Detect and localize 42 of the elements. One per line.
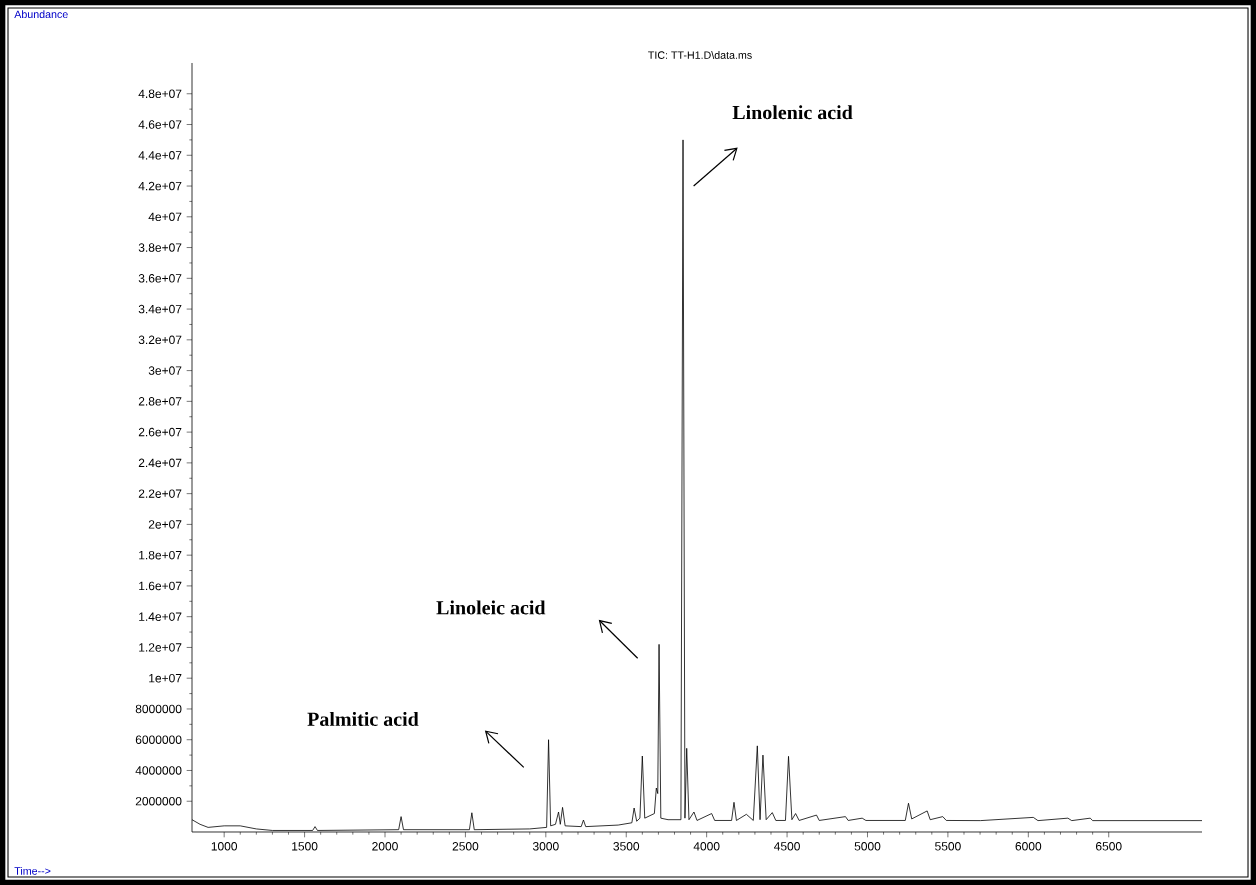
text: Abundance <box>14 10 68 19</box>
y-tick-label: 3.2e+07 <box>138 335 182 345</box>
x-tick-label: 3000 <box>532 842 559 851</box>
x-tick-label: 3500 <box>613 842 640 851</box>
x-tick-label: 2500 <box>452 842 479 851</box>
y-tick-label: 6000000 <box>135 735 182 744</box>
y-tick-label: 3.6e+07 <box>138 274 182 283</box>
y-tick-label: 1.4e+07 <box>139 612 182 621</box>
y-tick-label: 1e+07 <box>149 673 182 683</box>
y-tick-label: 4.8e+07 <box>138 89 182 99</box>
y-tick-label: 4e+07 <box>148 212 182 222</box>
x-tick-label: 6000 <box>1015 842 1042 851</box>
y-tick-label: 2e+07 <box>148 520 182 529</box>
annotation: Palmitic acid <box>307 711 419 726</box>
annotation: Linolenic acid <box>732 105 853 120</box>
x-tick-label: 2000 <box>372 842 398 851</box>
x-tick-label: 5500 <box>935 842 961 851</box>
y-tick-label: 3e+07 <box>148 366 182 375</box>
y-tick-label: 2.2e+07 <box>138 489 182 498</box>
x-tick-label: 4500 <box>774 842 800 851</box>
annotation: Linoleic acid <box>436 600 546 615</box>
y-tick-label: 2.6e+07 <box>138 427 182 437</box>
y-tick-label: 2.8e+07 <box>138 397 182 406</box>
y-tick-label: 1.8e+07 <box>139 550 182 560</box>
y-tick-label: 4000000 <box>135 766 182 775</box>
y-tick-label: 1.2e+07 <box>139 643 182 652</box>
y-tick-label: 4.4e+07 <box>138 151 182 160</box>
chart-title: TIC: TT-H1.D\data.ms <box>648 51 752 59</box>
x-tick-label: 1500 <box>292 842 318 851</box>
y-tick-label: 4.2e+07 <box>138 181 182 191</box>
x-tick-label: 4000 <box>693 842 720 851</box>
y-tick-label: 3.4e+07 <box>138 304 182 314</box>
y-tick-label: 8000000 <box>135 704 182 714</box>
y-tick-label: 2000000 <box>135 796 182 806</box>
y-tick-label: 3.8e+07 <box>138 243 182 252</box>
x-tick-label: 5000 <box>854 842 881 851</box>
x-tick-label: 6500 <box>1095 842 1122 851</box>
x-tick-label: 1000 <box>211 842 238 851</box>
y-tick-label: 1.6e+07 <box>139 581 182 591</box>
text: Time--> <box>14 866 51 875</box>
y-tick-label: 4.6e+07 <box>138 120 182 129</box>
y-tick-label: 2.4e+07 <box>138 458 182 468</box>
